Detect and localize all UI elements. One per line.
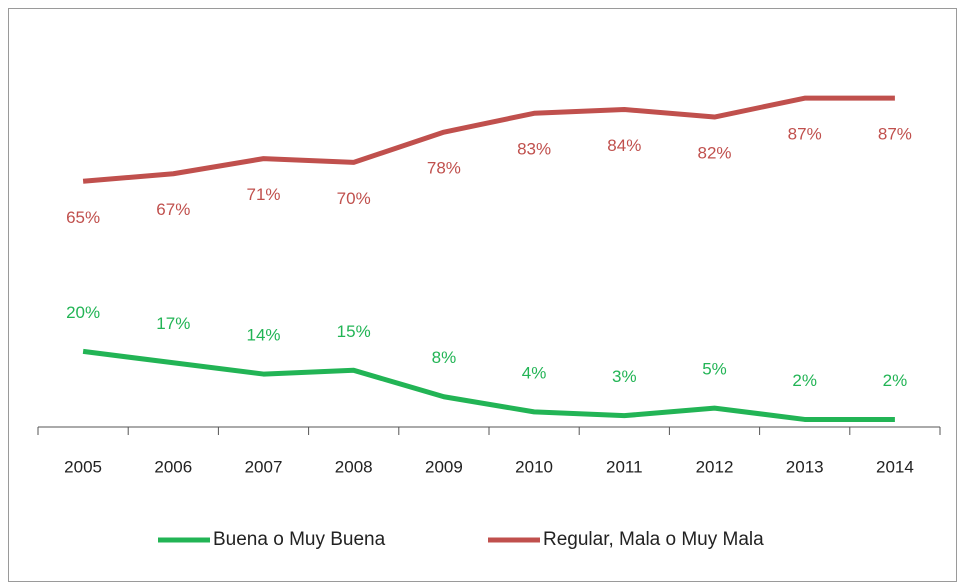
series-line: [82, 348, 895, 422]
data-label: 2%: [883, 371, 908, 390]
data-label: 87%: [878, 125, 912, 144]
data-label: 2%: [792, 371, 817, 390]
x-tick-label: 2007: [245, 457, 283, 476]
data-label: 67%: [156, 200, 190, 219]
data-label: 83%: [517, 140, 551, 159]
legend-label: Buena o Muy Buena: [213, 529, 386, 550]
data-label: 71%: [246, 185, 280, 204]
data-label: 14%: [246, 326, 280, 345]
data-label: 82%: [697, 144, 731, 163]
data-label: 17%: [156, 314, 190, 333]
data-label: 3%: [612, 367, 637, 386]
data-label: 70%: [337, 189, 371, 208]
x-tick-label: 2009: [425, 457, 463, 476]
x-tick-label: 2005: [64, 457, 102, 476]
x-tick-label: 2011: [606, 457, 643, 476]
data-label: 15%: [337, 322, 371, 341]
series-line: [82, 95, 895, 184]
data-label: 8%: [432, 348, 457, 367]
chart-frame: [8, 8, 957, 582]
data-label: 20%: [66, 303, 100, 322]
data-label: 65%: [66, 208, 100, 227]
data-label: 5%: [702, 360, 727, 379]
x-tick-label: 2006: [154, 457, 192, 476]
legend-label: Regular, Mala o Muy Mala: [543, 529, 764, 550]
x-tick-label: 2012: [696, 457, 734, 476]
x-tick-label: 2014: [876, 457, 914, 476]
data-label: 84%: [607, 136, 641, 155]
x-tick-label: 2008: [335, 457, 373, 476]
data-label: 87%: [788, 125, 822, 144]
x-tick-label: 2013: [786, 457, 824, 476]
data-label: 78%: [427, 159, 461, 178]
data-label: 4%: [522, 363, 547, 382]
x-tick-label: 2010: [515, 457, 553, 476]
